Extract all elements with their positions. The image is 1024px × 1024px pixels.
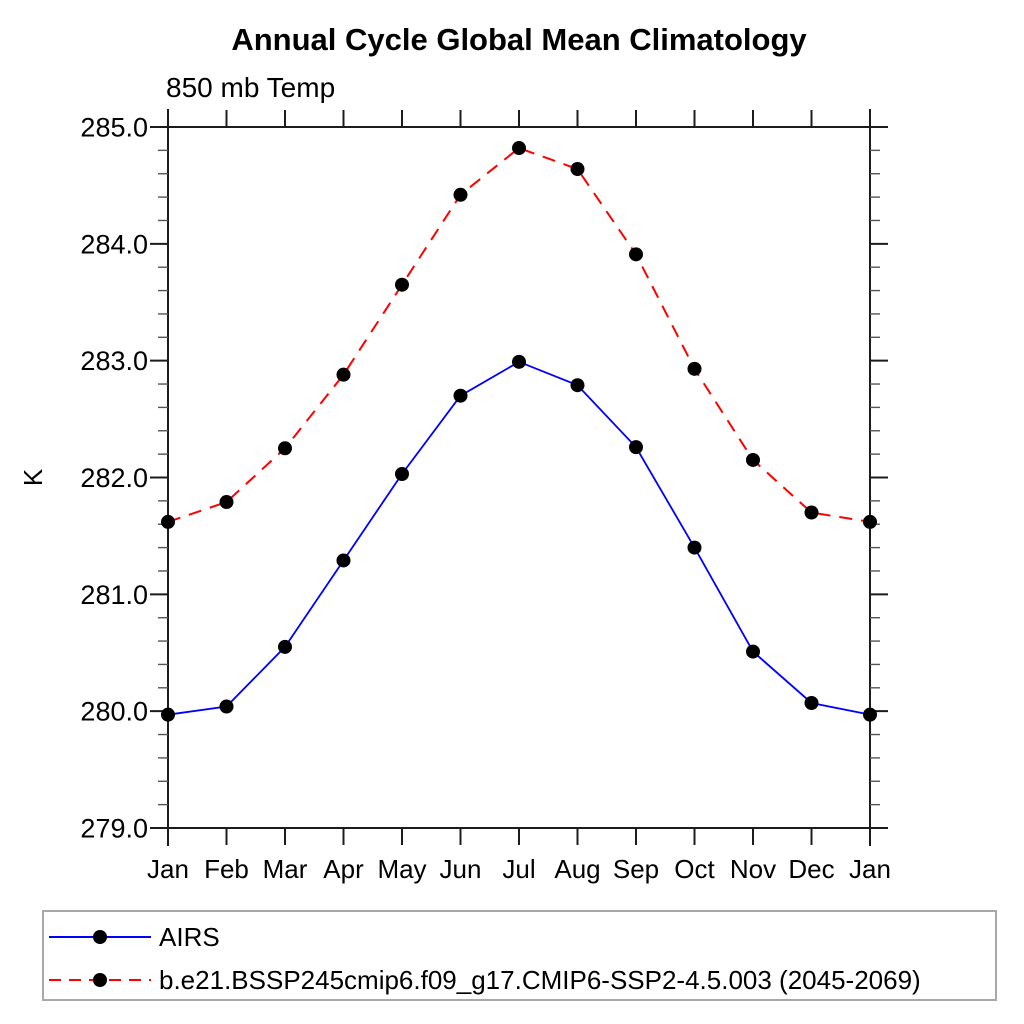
- legend-line-sample: [49, 973, 151, 987]
- data-point-marker: [395, 277, 409, 292]
- data-point-marker: [570, 162, 585, 177]
- data-point-marker: [746, 452, 760, 467]
- legend-marker-dot: [93, 973, 107, 987]
- y-tick-label: 284.0: [80, 229, 148, 259]
- legend-label: AIRS: [159, 921, 220, 952]
- series-line-0: [167, 360, 871, 716]
- y-tick-label: 283.0: [80, 346, 148, 376]
- chart-subtitle: 850 mb Temp: [166, 72, 336, 103]
- x-tick-label: Sep: [613, 854, 659, 884]
- y-tick-label: 281.0: [80, 580, 148, 610]
- data-point-marker: [278, 441, 292, 456]
- x-tick-label: Jun: [440, 854, 482, 884]
- data-point-marker: [395, 466, 409, 481]
- data-point-marker: [512, 141, 526, 156]
- legend-item-airs: AIRS: [48, 922, 220, 952]
- legend-box: AIRS b.e21.BSSP245cmip6.f09_g17.CMIP6-SS…: [42, 910, 997, 1001]
- y-axis-label: K: [18, 468, 48, 486]
- data-point-marker: [570, 378, 585, 393]
- data-point-marker: [219, 699, 234, 714]
- x-tick-label: Oct: [674, 854, 715, 884]
- data-point-marker: [746, 644, 760, 659]
- data-point-marker: [336, 367, 351, 382]
- legend-line-sample: [49, 930, 151, 944]
- data-point-marker: [804, 695, 819, 710]
- data-point-marker: [687, 361, 702, 376]
- data-point-marker: [453, 187, 468, 202]
- data-point-marker: [219, 495, 234, 510]
- x-tick-label: Jan: [849, 854, 891, 884]
- y-tick-label: 285.0: [80, 112, 148, 142]
- legend-label: b.e21.BSSP245cmip6.f09_g17.CMIP6-SSP2-4.…: [159, 964, 921, 995]
- legend-marker-dot: [93, 930, 107, 944]
- plot-area: 279.0 280.0 281.0 282.0 283.0 284.0 285.0 Jan Fe…: [18, 109, 891, 884]
- data-point-marker: [863, 707, 877, 722]
- data-point-marker: [336, 553, 351, 568]
- data-point-marker: [161, 707, 175, 722]
- x-tick-label: Nov: [730, 854, 776, 884]
- x-tick-label: Jul: [502, 854, 535, 884]
- data-point-marker: [161, 514, 175, 529]
- x-tick-label: Mar: [263, 854, 308, 884]
- data-point-marker: [512, 354, 526, 369]
- chart-title: Annual Cycle Global Mean Climatology: [231, 22, 807, 57]
- x-tick-label: Feb: [204, 854, 249, 884]
- x-tick-label: Apr: [323, 854, 364, 884]
- data-point-marker: [863, 514, 877, 529]
- x-tick-label: Dec: [788, 854, 834, 884]
- data-point-marker: [804, 505, 819, 520]
- data-point-marker: [629, 440, 643, 455]
- data-point-marker: [453, 388, 468, 403]
- data-point-marker: [278, 639, 292, 654]
- x-tick-label: May: [377, 854, 426, 884]
- x-tick-label: Jan: [147, 854, 189, 884]
- y-tick-label: 280.0: [80, 697, 148, 727]
- data-point-marker: [687, 540, 702, 555]
- y-tick-label: 279.0: [80, 813, 148, 843]
- legend-item-model: b.e21.BSSP245cmip6.f09_g17.CMIP6-SSP2-4.…: [48, 965, 921, 995]
- series-line-1: [167, 146, 871, 523]
- x-tick-label: Aug: [554, 854, 600, 884]
- data-point-marker: [629, 247, 643, 262]
- y-tick-label: 282.0: [80, 463, 148, 493]
